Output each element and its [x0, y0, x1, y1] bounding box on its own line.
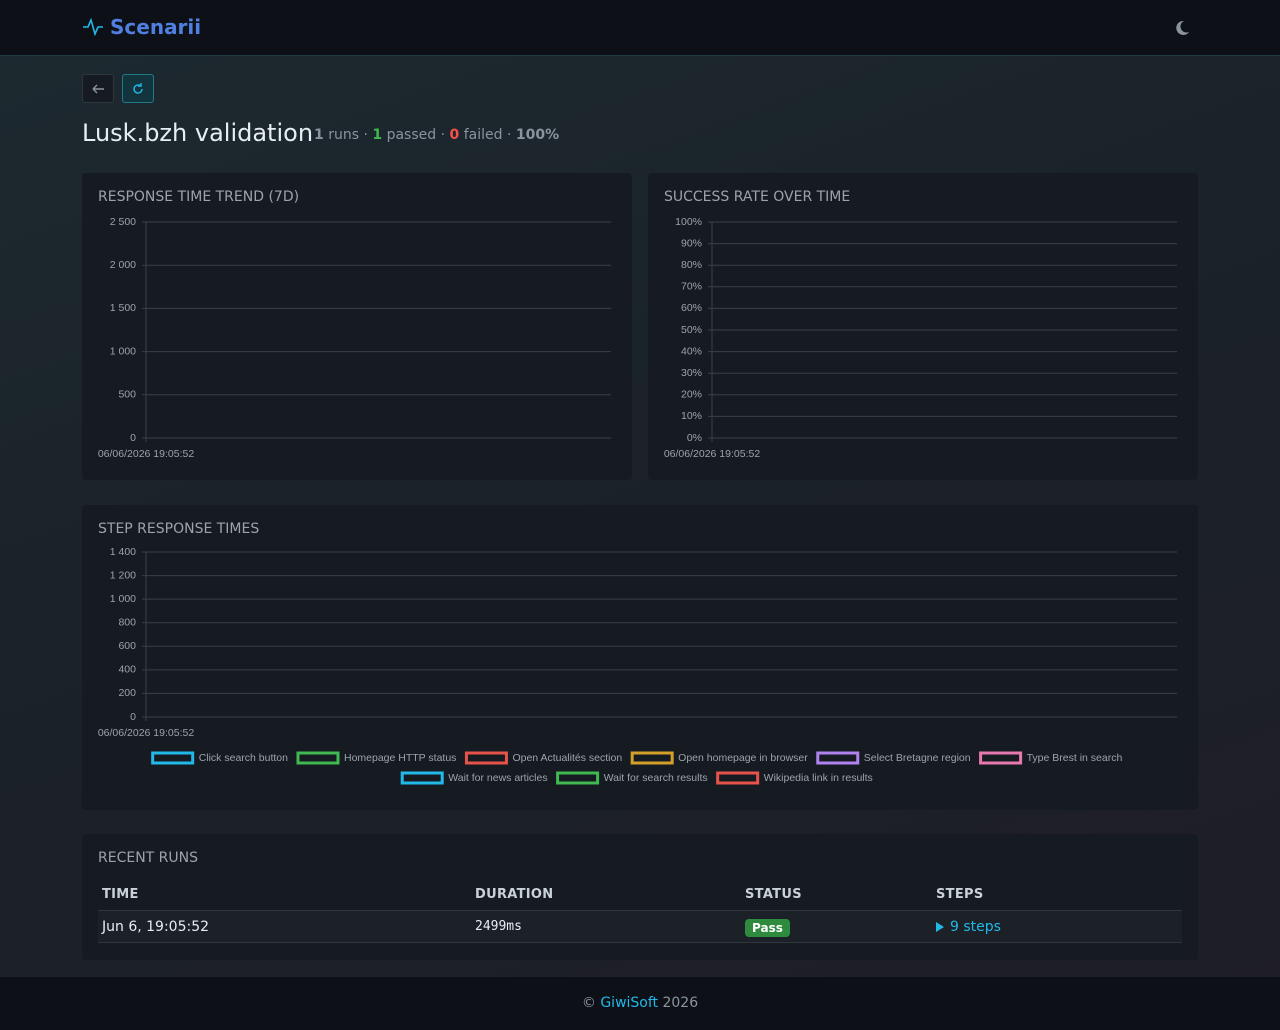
- chart-card: RESPONSE TIME TREND (7D): [82, 173, 632, 480]
- company-link[interactable]: GiwiSoft: [600, 995, 659, 1011]
- expand-icon: [936, 922, 944, 932]
- footer: © GiwiSoft 2026: [0, 977, 1280, 1030]
- steps-count: 9 steps: [950, 919, 1001, 935]
- column-header: STATUS: [745, 887, 802, 902]
- success-rate: 100%: [515, 127, 560, 143]
- status-badge: Pass: [745, 919, 790, 937]
- chart-title: RESPONSE TIME TREND (7D): [98, 189, 300, 205]
- run-duration: 2499ms: [475, 919, 522, 934]
- run-summary: 1 runs · 1 passed · 0 failed · 100%: [314, 127, 559, 143]
- steps-toggle[interactable]: 9 steps: [936, 919, 1001, 935]
- back-button[interactable]: [82, 74, 114, 103]
- brand-text: Scenarii: [110, 15, 202, 39]
- runs-count: 1: [314, 127, 324, 143]
- pulse-icon: [83, 18, 103, 36]
- page-title: Lusk.bzh validation: [82, 119, 314, 147]
- runs-label: runs: [328, 127, 359, 143]
- copyright: ©: [581, 995, 596, 1011]
- year: 2026: [662, 995, 699, 1011]
- passed-label: passed: [386, 127, 437, 143]
- back-icon: [92, 84, 104, 94]
- run-time: Jun 6, 19:05:52: [102, 919, 210, 935]
- table-row[interactable]: [98, 910, 1182, 943]
- runs-title: RECENT RUNS: [98, 850, 199, 866]
- theme-toggle[interactable]: [1174, 20, 1190, 36]
- brand[interactable]: Scenarii: [82, 15, 201, 39]
- navbar: Scenarii: [0, 0, 1280, 56]
- separator: ·: [440, 127, 446, 143]
- separator: ·: [506, 127, 512, 143]
- passed-count: 1: [372, 127, 383, 143]
- column-header: DURATION: [475, 887, 554, 902]
- failed-label: failed: [463, 127, 503, 143]
- separator: ·: [363, 127, 368, 143]
- chart-title: STEP RESPONSE TIMES: [98, 521, 260, 537]
- chart-card: STEP RESPONSE TIMES: [82, 505, 1198, 810]
- refresh-button[interactable]: [122, 74, 154, 103]
- refresh-icon: [133, 83, 143, 94]
- failed-count: 0: [449, 127, 460, 143]
- column-header: STEPS: [936, 887, 984, 902]
- chart-card: SUCCESS RATE OVER TIME: [648, 173, 1198, 480]
- chart-title: SUCCESS RATE OVER TIME: [664, 189, 851, 205]
- column-header: TIME: [102, 887, 139, 902]
